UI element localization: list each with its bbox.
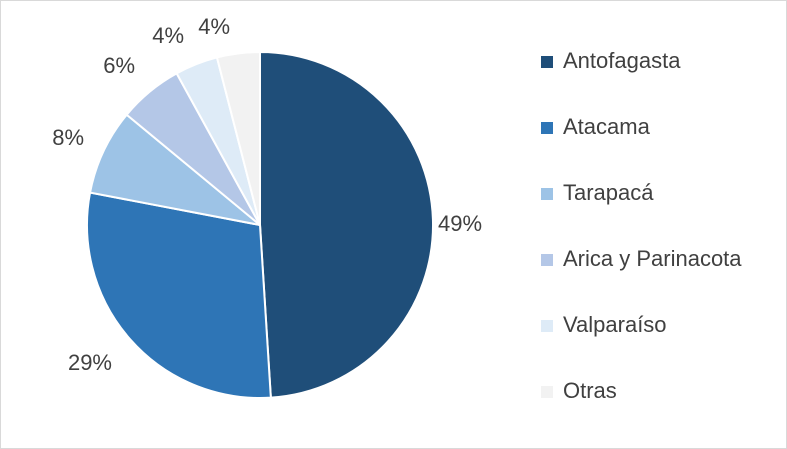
- legend-label-otras: Otras: [563, 378, 617, 403]
- legend-swatch-arica-y-parinacota: [541, 254, 553, 266]
- legend-label-atacama: Atacama: [563, 114, 651, 139]
- legend-label-valparaiso: Valparaíso: [563, 312, 667, 337]
- legend-swatch-tarapaca: [541, 188, 553, 200]
- legend-swatch-valparaiso: [541, 320, 553, 332]
- legend-swatch-otras: [541, 386, 553, 398]
- data-label-tarapaca: 8%: [52, 125, 84, 150]
- legend-item-otras: Otras: [541, 378, 617, 403]
- pie-slice-antofagasta: [259, 50, 435, 399]
- pie-slice-atacama: [85, 191, 272, 400]
- data-label-atacama: 29%: [68, 350, 112, 375]
- legend-item-arica-y-parinacota: Arica y Parinacota: [541, 246, 742, 271]
- legend-item-valparaiso: Valparaíso: [541, 312, 667, 337]
- legend-item-tarapaca: Tarapacá: [541, 180, 654, 205]
- legend-swatch-atacama: [541, 122, 553, 134]
- data-label-arica-y-parinacota: 6%: [103, 53, 135, 78]
- legend-label-antofagasta: Antofagasta: [563, 48, 681, 73]
- legend-item-atacama: Atacama: [541, 114, 651, 139]
- legend-label-arica-y-parinacota: Arica y Parinacota: [563, 246, 742, 271]
- data-label-otras: 4%: [198, 14, 230, 39]
- legend-swatch-antofagasta: [541, 56, 553, 68]
- legend-label-tarapaca: Tarapacá: [563, 180, 654, 205]
- pie-slice-otras: [215, 50, 261, 226]
- data-label-valparaiso: 4%: [152, 23, 184, 48]
- data-label-antofagasta: 49%: [438, 211, 482, 236]
- legend-item-antofagasta: Antofagasta: [541, 48, 681, 73]
